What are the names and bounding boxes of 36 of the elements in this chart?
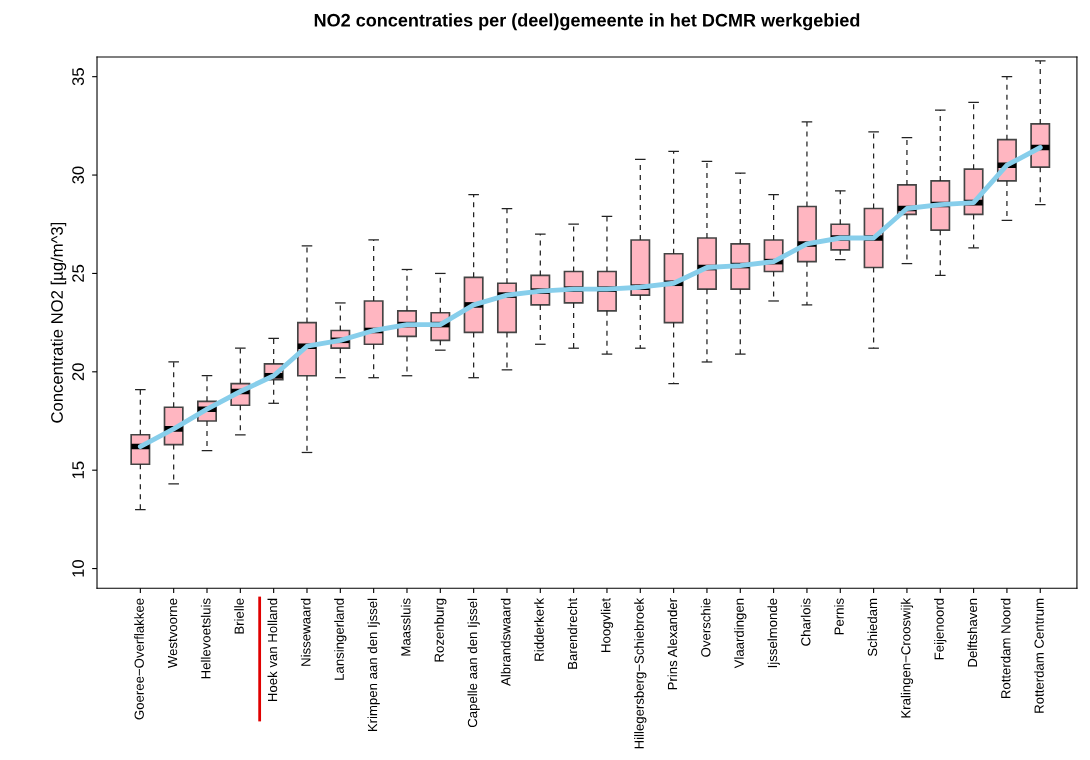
y-tick-label: 30 [72, 166, 84, 184]
y-tick-label: 20 [72, 363, 84, 381]
x-tick-label: Barendrecht [567, 598, 578, 669]
y-tick-label: 10 [72, 559, 84, 577]
y-axis-title: Concentratie NO2 [µg/m^3] [50, 222, 67, 423]
x-tick-label: Ijsselmonde [767, 598, 780, 668]
x-tick-label: Capelle aan den Ijssel [467, 598, 480, 728]
x-tick-label: Albrandswaard [500, 598, 511, 686]
y-tick-label: 15 [72, 461, 84, 479]
x-tick-label: Delftshaven [967, 598, 978, 667]
chart-title: NO2 concentraties per (deel)gemeente in het DCMR werkgebied [314, 13, 860, 31]
x-tick-label: Krimpen aan den Ijssel [367, 598, 380, 732]
y-tick-label: 25 [72, 264, 84, 282]
x-tick-label: Ridderkerk [534, 597, 544, 661]
x-tick-label: Kralingen−Crooswijk [900, 597, 914, 718]
x-tick-label: Nissewaard [300, 598, 311, 666]
x-tick-label: Vlaardingen [734, 598, 747, 669]
x-tick-label: Pernis [834, 598, 844, 635]
y-tick-label: 35 [72, 68, 84, 86]
x-tick-label: Hellevoetsluis [200, 598, 211, 679]
x-tick-label: Charlois [800, 598, 811, 646]
x-tick-label: Overschie [700, 598, 711, 657]
x-tick-label: Feijenoord [934, 598, 947, 660]
x-tick-label: Hoogvliet [600, 598, 614, 652]
x-tick-label: Rozenburg [434, 598, 447, 662]
x-tick-label: Schiedam [867, 598, 878, 657]
x-tick-label: Lansingerland [334, 598, 347, 680]
x-tick-label: Rotterdam Centrum [1034, 598, 1044, 713]
x-tick-label: Rotterdam Noord [1000, 598, 1011, 699]
x-tick-label: Hoek van Holland [267, 598, 278, 702]
x-tick-label: Prins Alexander [667, 598, 678, 690]
x-tick-label: Hillegersberg−Schiebroek [634, 597, 647, 749]
x-tick-label: Goeree−Overflakkee [134, 598, 144, 720]
x-tick-label: Brielle [234, 598, 244, 634]
x-tick-label: Westvoorne [168, 598, 178, 669]
x-tick-label: Maassluis [400, 598, 411, 656]
